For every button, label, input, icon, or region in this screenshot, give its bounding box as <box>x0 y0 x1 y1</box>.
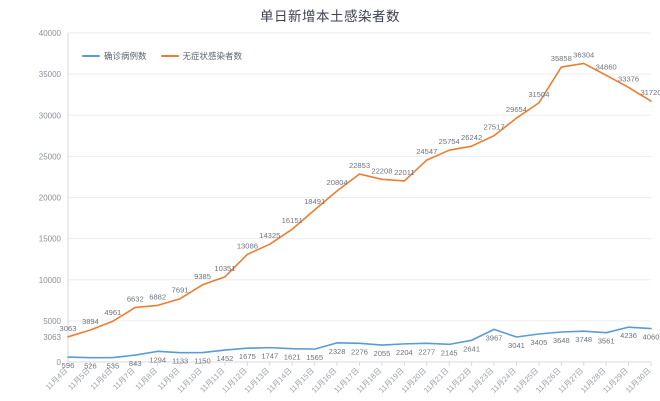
y-axis-tick-label: 25000 <box>39 152 62 161</box>
data-point-label: 6632 <box>127 294 144 303</box>
chart-legend: 确诊病例数 无症状感染者数 <box>82 50 242 62</box>
data-point-label: 2641 <box>463 344 480 353</box>
data-point-label: 34860 <box>596 62 617 71</box>
legend-swatch-asymptomatic <box>160 55 179 57</box>
data-point-label: 25754 <box>439 137 460 146</box>
data-point-label: 1133 <box>172 357 188 366</box>
y-axis-tick-label: 40000 <box>39 29 62 38</box>
data-point-label: 2276 <box>351 347 368 356</box>
data-point-label: 4060 <box>643 333 660 342</box>
data-point-label: 526 <box>84 362 97 371</box>
data-point-label: 1565 <box>306 353 323 362</box>
x-axis-tick-label: 11月30日 <box>624 366 653 395</box>
data-point-label: 1294 <box>149 355 166 364</box>
legend-label-confirmed: 确诊病例数 <box>104 51 147 61</box>
data-point-label: 3041 <box>508 341 525 350</box>
data-point-label: 2055 <box>373 349 390 358</box>
legend-label-asymptomatic: 无症状感染者数 <box>182 51 243 61</box>
data-point-label: 35858 <box>551 54 572 63</box>
data-point-label: 6882 <box>149 292 166 301</box>
y-axis-extra-label: 3063 <box>43 333 61 342</box>
data-point-label: 1747 <box>261 352 278 361</box>
y-axis-tick-label: 5000 <box>43 317 61 326</box>
chart-title: 单日新增本土感染者数 <box>260 9 400 24</box>
data-point-label: 4961 <box>104 308 121 317</box>
data-point-label: 843 <box>129 359 142 368</box>
y-axis-tick-label: 35000 <box>39 70 62 79</box>
data-point-label: 36304 <box>573 50 594 59</box>
data-point-label: 3967 <box>486 333 503 342</box>
data-point-label: 535 <box>107 362 120 371</box>
data-point-label: 14325 <box>259 231 280 240</box>
y-axis-tick-label: 15000 <box>39 235 62 244</box>
data-point-label: 2145 <box>441 348 458 357</box>
data-point-label: 22208 <box>371 166 392 175</box>
y-axis-tick-label: 10000 <box>39 276 62 285</box>
data-point-label: 16151 <box>282 216 303 225</box>
data-point-label: 7691 <box>172 286 189 295</box>
y-axis-tick-label: 20000 <box>39 194 62 203</box>
data-point-label: 10351 <box>214 264 235 273</box>
data-point-label: 3063 <box>60 324 77 333</box>
legend-item-confirmed[interactable]: 确诊病例数 <box>82 50 147 62</box>
data-point-label: 2204 <box>396 348 413 357</box>
data-point-label: 2328 <box>329 347 346 356</box>
legend-item-asymptomatic[interactable]: 无症状感染者数 <box>160 50 243 62</box>
data-point-label: 20804 <box>327 178 348 187</box>
data-point-label: 22011 <box>394 168 415 177</box>
data-point-label: 1150 <box>194 357 210 366</box>
data-point-label: 31504 <box>528 90 549 99</box>
data-point-label: 596 <box>62 361 75 370</box>
data-point-label: 9385 <box>194 272 211 281</box>
x-axis-tick-label: 11月8日 <box>133 366 159 392</box>
data-point-label: 2277 <box>418 347 435 356</box>
series-line-asymptomatic <box>67 62 652 338</box>
data-point-label: 3405 <box>530 338 547 347</box>
y-axis-tick-label: 0 <box>57 358 62 367</box>
data-point-label: 26242 <box>461 133 482 142</box>
series-line-confirmed <box>67 326 652 359</box>
data-point-label: 33376 <box>618 74 639 83</box>
legend-swatch-confirmed <box>82 55 100 57</box>
data-point-label: 4236 <box>620 331 637 340</box>
data-point-label: 13086 <box>237 241 258 250</box>
data-point-label: 27517 <box>483 123 504 132</box>
data-point-label: 3648 <box>553 336 570 345</box>
data-point-label: 1675 <box>239 352 256 361</box>
data-point-label: 1452 <box>217 354 234 363</box>
data-point-label: 22853 <box>349 161 370 170</box>
data-point-label: 31720 <box>640 88 660 97</box>
data-point-label: 3894 <box>82 317 99 326</box>
data-point-label: 24547 <box>416 147 437 156</box>
data-point-label: 29654 <box>506 105 527 114</box>
y-axis-tick-label: 30000 <box>39 111 62 120</box>
data-point-label: 3748 <box>575 335 592 344</box>
data-point-label: 3561 <box>598 337 615 346</box>
data-point-label: 18491 <box>304 197 325 206</box>
data-point-label: 1621 <box>284 353 301 362</box>
